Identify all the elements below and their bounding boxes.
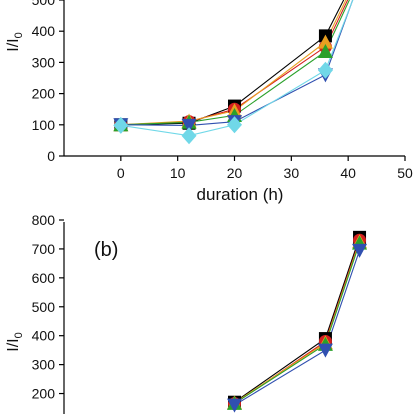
data-point (352, 243, 368, 258)
y-tick-label: 200 (32, 386, 56, 402)
data-point (317, 343, 333, 358)
data-point (317, 61, 333, 79)
top-y-axis-label-sub: 0 (13, 32, 25, 38)
top-y-ticks: 0 100 200 300 400 500 (32, 0, 64, 164)
data-point (317, 43, 333, 58)
data-point (181, 127, 197, 145)
bottom-y-axis-label-sub: 0 (13, 332, 25, 338)
bottom-panel: 200 300 400 500 600 700 800 (b) I/I0 (5, 212, 368, 414)
top-x-axis-label: duration (h) (197, 185, 284, 204)
bottom-y-ticks: 200 300 400 500 600 700 800 (32, 212, 64, 402)
x-tick-label: 10 (170, 165, 186, 181)
x-tick-label: 30 (284, 165, 300, 181)
bottom-y-axis-label: I/I0 (5, 332, 25, 351)
data-point (113, 116, 129, 134)
top-y-axis-label-main: I/I (5, 38, 22, 51)
top-y-axis-label: I/I0 (5, 32, 25, 51)
y-tick-label: 400 (32, 23, 56, 39)
y-tick-label: 500 (32, 0, 56, 8)
series-line (234, 250, 361, 406)
y-tick-label: 300 (32, 357, 56, 373)
data-point (227, 398, 242, 413)
y-tick-label: 0 (47, 148, 55, 164)
x-tick-label: 20 (227, 165, 243, 181)
x-tick-label: 0 (117, 165, 125, 181)
series-line (234, 240, 361, 405)
data-point (317, 34, 333, 49)
data-point (181, 118, 197, 133)
series-line (234, 242, 361, 404)
series-line (234, 237, 361, 403)
y-tick-label: 200 (32, 86, 56, 102)
y-tick-label: 400 (32, 328, 56, 344)
y-tick-label: 800 (32, 212, 56, 228)
panel-label-b: (b) (94, 239, 118, 261)
y-tick-label: 100 (32, 117, 56, 133)
series-line (234, 241, 361, 404)
y-tick-label: 700 (32, 241, 56, 257)
y-tick-label: 500 (32, 299, 56, 315)
data-point (227, 116, 242, 134)
x-tick-label: 50 (397, 165, 413, 181)
y-tick-label: 300 (32, 54, 56, 70)
top-x-ticks: 0 10 20 30 40 50 (117, 156, 413, 181)
top-panel: 0 100 200 300 400 500 0 10 20 30 40 50 duration (h… (5, 0, 413, 204)
top-series-group (113, 0, 354, 145)
bottom-y-axis-label-main: I/I (5, 338, 22, 351)
x-tick-label: 40 (340, 165, 356, 181)
bottom-series-group (227, 230, 368, 413)
y-tick-label: 600 (32, 270, 56, 286)
